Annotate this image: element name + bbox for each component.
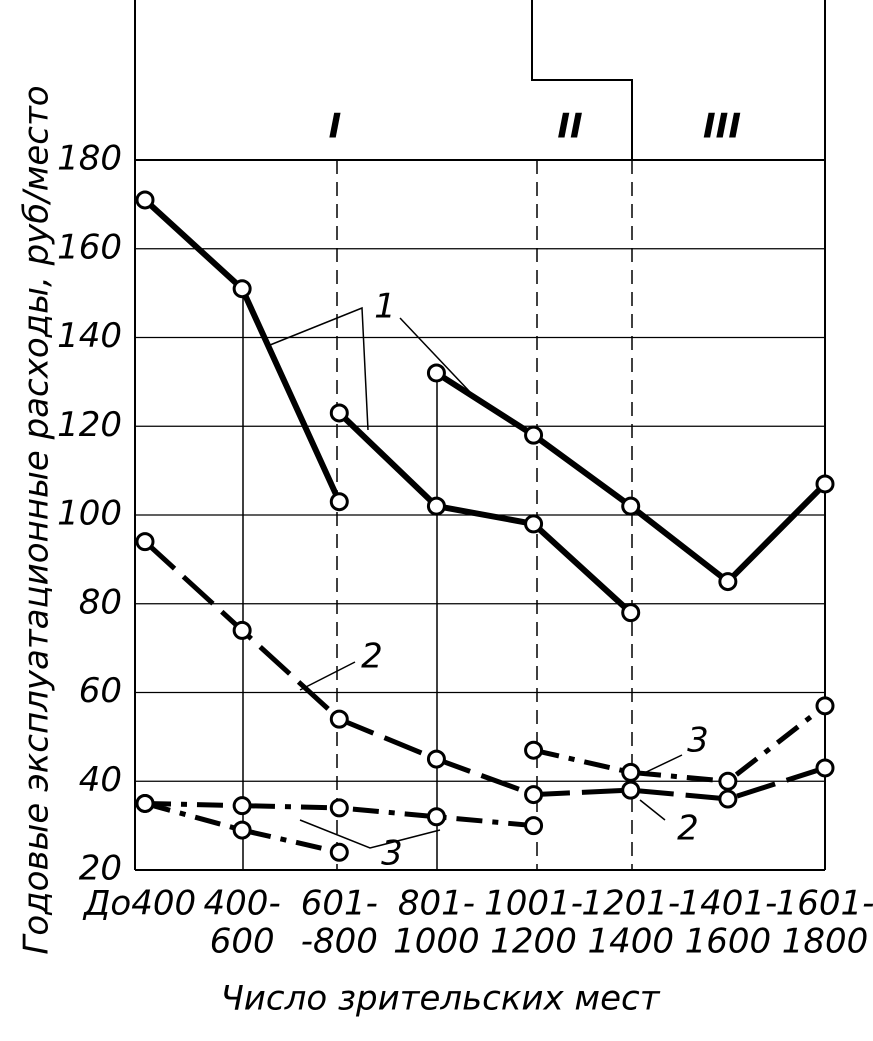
zone-label: II bbox=[557, 107, 582, 147]
series-line bbox=[142, 197, 343, 503]
annotation: 2 bbox=[361, 637, 383, 677]
point bbox=[135, 793, 155, 813]
point bbox=[524, 514, 544, 534]
x-tick-label: -800 bbox=[301, 922, 378, 962]
point bbox=[621, 780, 641, 800]
y-tick-label: 80 bbox=[79, 582, 122, 622]
point bbox=[524, 425, 544, 445]
y-tick-label: 120 bbox=[57, 405, 122, 445]
point bbox=[718, 789, 738, 809]
x-tick-label: 1001- bbox=[484, 884, 583, 924]
annotation: 3 bbox=[381, 834, 403, 874]
series-line bbox=[143, 539, 826, 802]
point bbox=[232, 620, 252, 640]
y-tick-label: 40 bbox=[79, 760, 122, 800]
series-line bbox=[434, 370, 828, 586]
point bbox=[135, 190, 155, 210]
x-tick-label: 1000 bbox=[393, 922, 480, 962]
series-line bbox=[144, 801, 340, 855]
x-tick-label: 600 bbox=[210, 922, 275, 962]
point bbox=[524, 816, 544, 836]
annotation: 2 bbox=[677, 809, 699, 849]
point bbox=[524, 740, 544, 760]
series-line bbox=[337, 410, 633, 615]
x-tick-label: До400 bbox=[82, 884, 196, 924]
x-tick-label: 1401- bbox=[678, 884, 777, 924]
point bbox=[329, 798, 349, 818]
x-tick-label: 1400 bbox=[587, 922, 674, 962]
annotation: 1 bbox=[374, 287, 396, 327]
x-tick-label: 1601- bbox=[776, 884, 873, 924]
point bbox=[621, 496, 641, 516]
x-tick-label: 801- bbox=[398, 884, 475, 924]
point bbox=[232, 796, 252, 816]
point bbox=[524, 785, 544, 805]
x-tick-label: 1800 bbox=[782, 922, 869, 962]
point bbox=[815, 758, 835, 778]
x-tick-label: 1201- bbox=[581, 884, 680, 924]
point bbox=[329, 403, 349, 423]
point bbox=[426, 749, 446, 769]
point bbox=[815, 474, 835, 494]
y-tick-label: 160 bbox=[57, 227, 122, 267]
annotation: 3 bbox=[687, 721, 709, 761]
x-axis-label: Число зрительских мест bbox=[220, 979, 660, 1019]
point bbox=[329, 842, 349, 862]
y-tick-label: 100 bbox=[57, 494, 122, 534]
y-tick-label: 20 bbox=[79, 849, 122, 889]
point bbox=[621, 762, 641, 782]
series-line bbox=[533, 703, 827, 784]
y-axis-label: Годовые эксплуатационные расходы, руб/ме… bbox=[17, 85, 57, 954]
x-tick-label: 1600 bbox=[685, 922, 772, 962]
point bbox=[426, 363, 446, 383]
point bbox=[718, 572, 738, 592]
point bbox=[426, 807, 446, 827]
zone-label: I bbox=[329, 107, 342, 147]
y-tick-label: 140 bbox=[57, 316, 122, 356]
x-tick-label: 601- bbox=[301, 884, 378, 924]
x-tick-label: 400- bbox=[204, 884, 281, 924]
y-tick-label: 60 bbox=[79, 671, 122, 711]
zone-label: III bbox=[703, 107, 741, 147]
point bbox=[426, 496, 446, 516]
point bbox=[232, 820, 252, 840]
point bbox=[135, 532, 155, 552]
y-tick-label: 180 bbox=[57, 139, 122, 179]
point bbox=[815, 696, 835, 716]
point bbox=[718, 771, 738, 791]
point bbox=[621, 603, 641, 623]
point bbox=[329, 492, 349, 512]
point bbox=[329, 709, 349, 729]
x-tick-label: 1200 bbox=[490, 922, 577, 962]
point bbox=[232, 279, 252, 299]
leaders bbox=[269, 306, 683, 849]
